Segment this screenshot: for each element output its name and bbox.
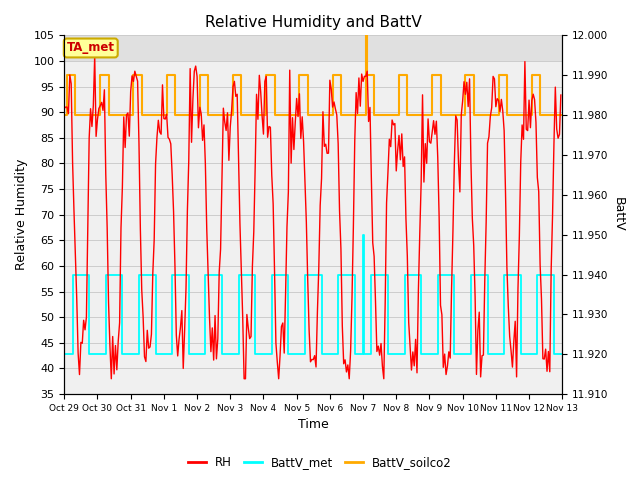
Y-axis label: BattV: BattV bbox=[612, 197, 625, 232]
Bar bbox=[64, 61, 562, 394]
Bar bbox=[64, 36, 562, 61]
Y-axis label: Relative Humidity: Relative Humidity bbox=[15, 159, 28, 270]
Text: TA_met: TA_met bbox=[67, 41, 115, 54]
Title: Relative Humidity and BattV: Relative Humidity and BattV bbox=[205, 15, 422, 30]
X-axis label: Time: Time bbox=[298, 419, 328, 432]
Legend: RH, BattV_met, BattV_soilco2: RH, BattV_met, BattV_soilco2 bbox=[183, 452, 457, 474]
